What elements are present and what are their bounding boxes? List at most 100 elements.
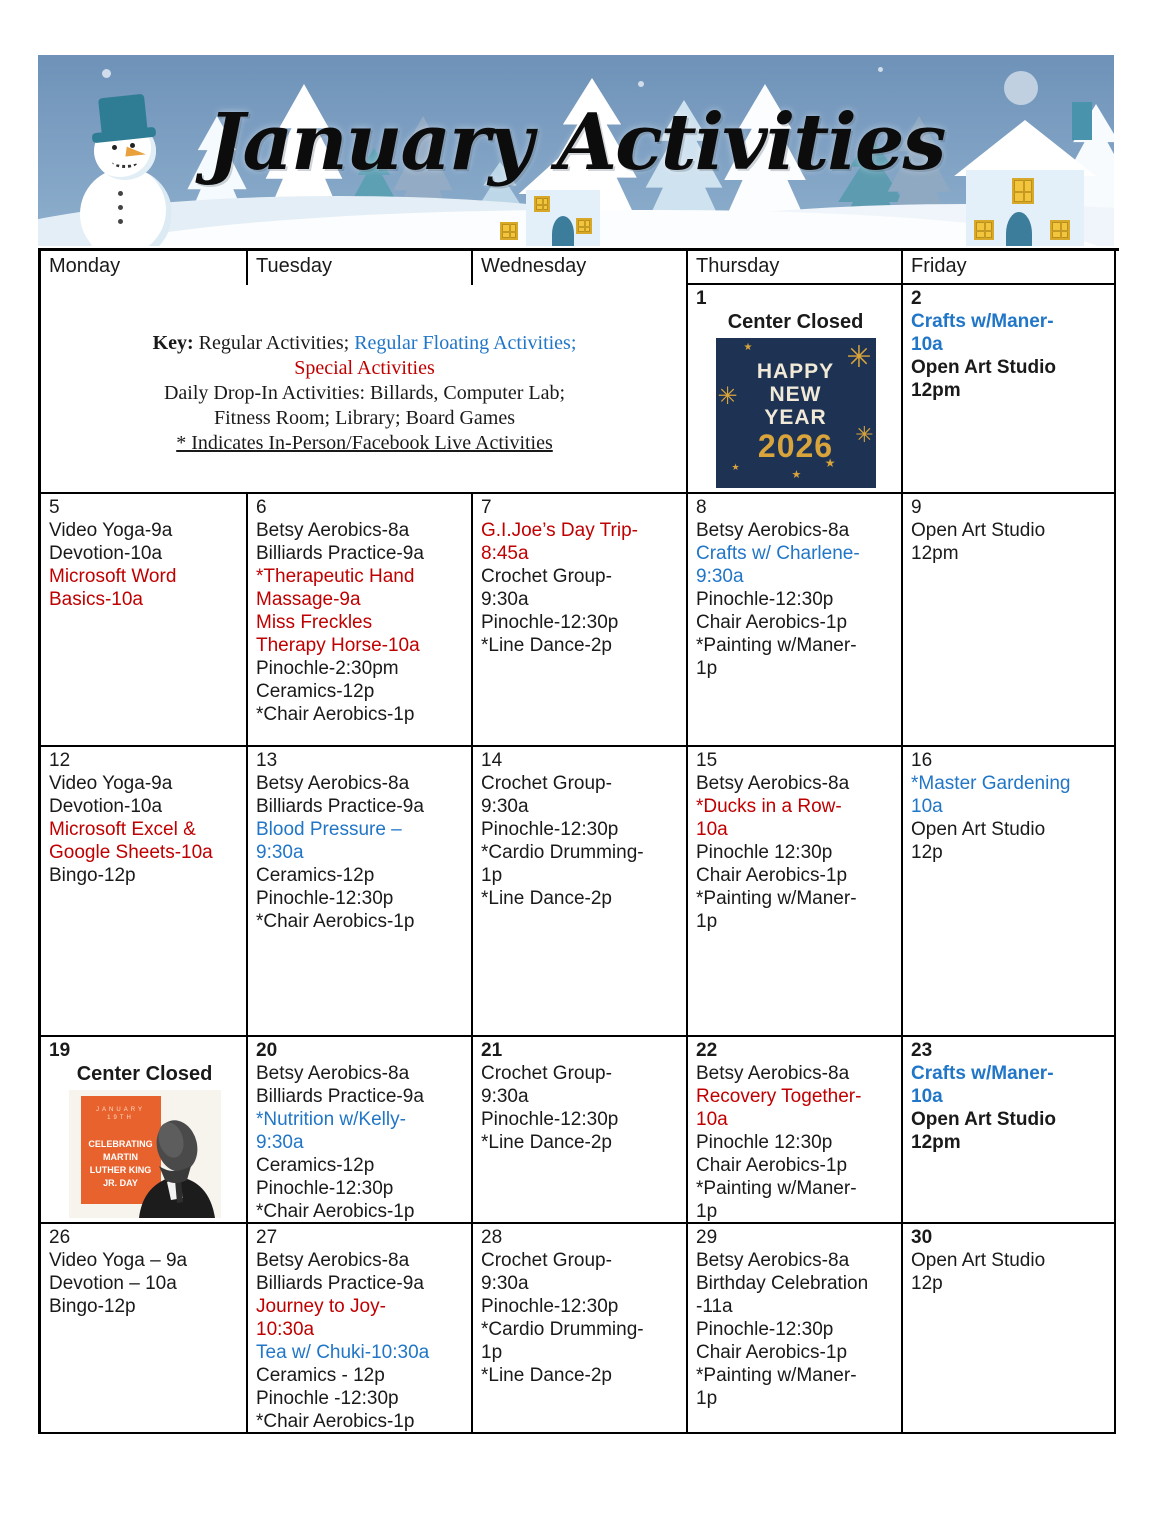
day-cell: 15 Betsy Aerobics-8a *Ducks in a Row- 10a P… <box>688 747 903 1037</box>
event-text: Miss Freckles Therapy Horse-10a <box>256 612 420 656</box>
key-text-segment: Regular Floating Activities; <box>354 332 577 354</box>
event-text: Chair Aerobics-1p <box>696 1342 848 1363</box>
day-cell: 22 Betsy Aerobics-8a Recovery Together- 10… <box>688 1037 903 1224</box>
event-text: Ceramics-12p <box>256 681 375 702</box>
mlk-photo <box>129 1106 221 1218</box>
event-text: Pinochle-12:30p <box>481 612 619 633</box>
key-line: Key: Regular Activities; Regular Floatin… <box>49 331 680 356</box>
event-text: Betsy Aerobics-8a <box>256 773 410 794</box>
event-text: *Chair Aerobics-1p <box>256 911 415 932</box>
event-text: Crafts w/Maner- 10a <box>911 1063 1054 1107</box>
event-text: Chair Aerobics-1p <box>696 865 848 886</box>
firework-icon: ✳ <box>855 422 874 447</box>
event-text: Bingo-12p <box>49 1296 136 1317</box>
event-text: Tea w/ Chuki-10:30a <box>256 1342 430 1363</box>
hny-line: HAPPY <box>756 360 835 383</box>
day-number: 29 <box>696 1227 718 1248</box>
event-text: *Master Gardening 10a <box>911 773 1071 817</box>
event-text: Billiards Practice-9a <box>256 796 424 817</box>
key-line: Special Activities <box>49 356 680 381</box>
event-text: Betsy Aerobics-8a <box>256 520 410 541</box>
key-text-segment: Fitness Room; Library; Board Games <box>213 407 516 429</box>
event-text: Open Art Studio 12p <box>911 1250 1046 1294</box>
event-text: Open Art Studio 12pm <box>911 1109 1056 1153</box>
mlk-text-line: LUTHER KING <box>89 1165 152 1175</box>
event-text: Pinochle-12:30p <box>481 1109 619 1130</box>
house-icon <box>500 136 608 246</box>
event-text: Video Yoga – 9a <box>49 1250 188 1271</box>
event-text: Betsy Aerobics-8a <box>696 520 850 541</box>
hny-line: NEW <box>769 383 822 406</box>
event-text: *Chair Aerobics-1p <box>256 1201 415 1222</box>
event-text: Ceramics - 12p <box>256 1365 385 1386</box>
day-cell: 21 Crochet Group- 9:30a Pinochle-12:30p *Li… <box>473 1037 688 1224</box>
event-text: Pinochle-2:30pm <box>256 658 399 679</box>
day-number: 22 <box>696 1040 718 1061</box>
calendar-table: Monday Tuesday Wednesday Thursday Friday Key:… <box>38 248 1119 1434</box>
snowman-icon <box>66 82 226 246</box>
snowflake-icon <box>102 69 111 78</box>
event-text: Pinochle-12:30p <box>256 888 394 909</box>
firework-icon: ★ <box>743 342 753 353</box>
mlk-card: JANUARY 19TH CELEBRATING MARTIN LUTHER KING… <box>80 1096 161 1204</box>
event-text: Ceramics-12p <box>256 865 375 886</box>
key-text-segment: * Indicates In-Person/Facebook Live Acti… <box>176 432 553 454</box>
event-text: *Line Dance-2p <box>481 888 612 909</box>
hny-year: 2026 <box>757 428 834 464</box>
calendar-key: Key: Regular Activities; Regular Floatin… <box>41 285 688 494</box>
mlk-text-line: MARTIN <box>103 1152 138 1162</box>
firework-icon: ★ <box>791 469 802 481</box>
header-friday: Friday <box>903 251 1116 285</box>
event-text: *Cardio Drumming- 1p <box>481 1319 644 1363</box>
day-cell: 1 Center Closed ✳ ✳ ✳ ★ ★ ★ ★ HAPPY NEW YEAR 2026 <box>688 285 903 494</box>
event-text: Betsy Aerobics-8a <box>696 1250 850 1271</box>
event-text: *Therapeutic Hand Massage-9a <box>256 566 415 610</box>
firework-icon: ✳ <box>846 341 872 374</box>
day-number: 21 <box>481 1040 503 1061</box>
event-text: Pinochle-12:30p <box>696 589 834 610</box>
event-text: Chair Aerobics-1p <box>696 1155 848 1176</box>
day-number: 13 <box>256 750 278 771</box>
house-icon <box>954 98 1096 246</box>
event-text: *Painting w/Maner- 1p <box>696 635 857 679</box>
event-text: Ceramics-12p <box>256 1155 375 1176</box>
event-text: Devotion-10a <box>49 543 163 564</box>
day-cell: 13 Betsy Aerobics-8a Billiards Practice-9a… <box>248 747 473 1037</box>
day-number: 28 <box>481 1227 503 1248</box>
event-text: Open Art Studio 12pm <box>911 520 1046 564</box>
key-line: Daily Drop-In Activities: Billards, Comp… <box>49 381 680 406</box>
header-monday: Monday <box>41 251 248 285</box>
day-number: 5 <box>49 497 60 518</box>
event-text: Bingo-12p <box>49 865 136 886</box>
event-text: Microsoft Word Basics-10a <box>49 566 177 610</box>
event-text: Crochet Group- 9:30a <box>481 1063 612 1107</box>
event-text: Crafts w/ Charlene- 9:30a <box>696 543 860 587</box>
center-closed-label: Center Closed <box>727 311 864 333</box>
event-text: Crochet Group- 9:30a <box>481 1250 612 1294</box>
day-number: 7 <box>481 497 492 518</box>
event-text: *Painting w/Maner- 1p <box>696 888 857 932</box>
event-text: Pinochle 12:30p <box>696 842 833 863</box>
mlk-day-graphic: JANUARY 19TH CELEBRATING MARTIN LUTHER KING… <box>68 1090 221 1218</box>
event-text: *Line Dance-2p <box>481 1132 612 1153</box>
day-number: 30 <box>911 1227 933 1248</box>
event-text: Microsoft Excel & Google Sheets-10a <box>49 819 213 863</box>
header-tuesday: Tuesday <box>248 251 473 285</box>
day-cell: 2 Crafts w/Maner- 10a Open Art Studio 12pm <box>903 285 1116 494</box>
day-cell: 8 Betsy Aerobics-8a Crafts w/ Charlene- 9:… <box>688 494 903 747</box>
day-number: 2 <box>911 288 922 309</box>
event-text: Billiards Practice-9a <box>256 1086 424 1107</box>
day-number: 15 <box>696 750 718 771</box>
mlk-text-line: JR. DAY <box>103 1178 138 1188</box>
key-text-segment: Daily Drop-In Activities: Billards, Comp… <box>163 382 566 404</box>
day-cell: 19 Center Closed JANUARY 19TH CELEBRATING MA… <box>41 1037 248 1224</box>
event-text: *Nutrition w/Kelly- 9:30a <box>256 1109 406 1153</box>
event-text: *Ducks in a Row- 10a <box>696 796 842 840</box>
header-wednesday: Wednesday <box>473 251 688 285</box>
day-cell: 30 Open Art Studio 12p <box>903 1224 1116 1434</box>
event-text: Betsy Aerobics-8a <box>256 1250 410 1271</box>
day-cell: 14 Crochet Group- 9:30a Pinochle-12:30p *Ca… <box>473 747 688 1037</box>
day-number: 26 <box>49 1227 71 1248</box>
event-text: *Chair Aerobics-1p <box>256 704 415 725</box>
event-text: *Line Dance-2p <box>481 1365 612 1386</box>
